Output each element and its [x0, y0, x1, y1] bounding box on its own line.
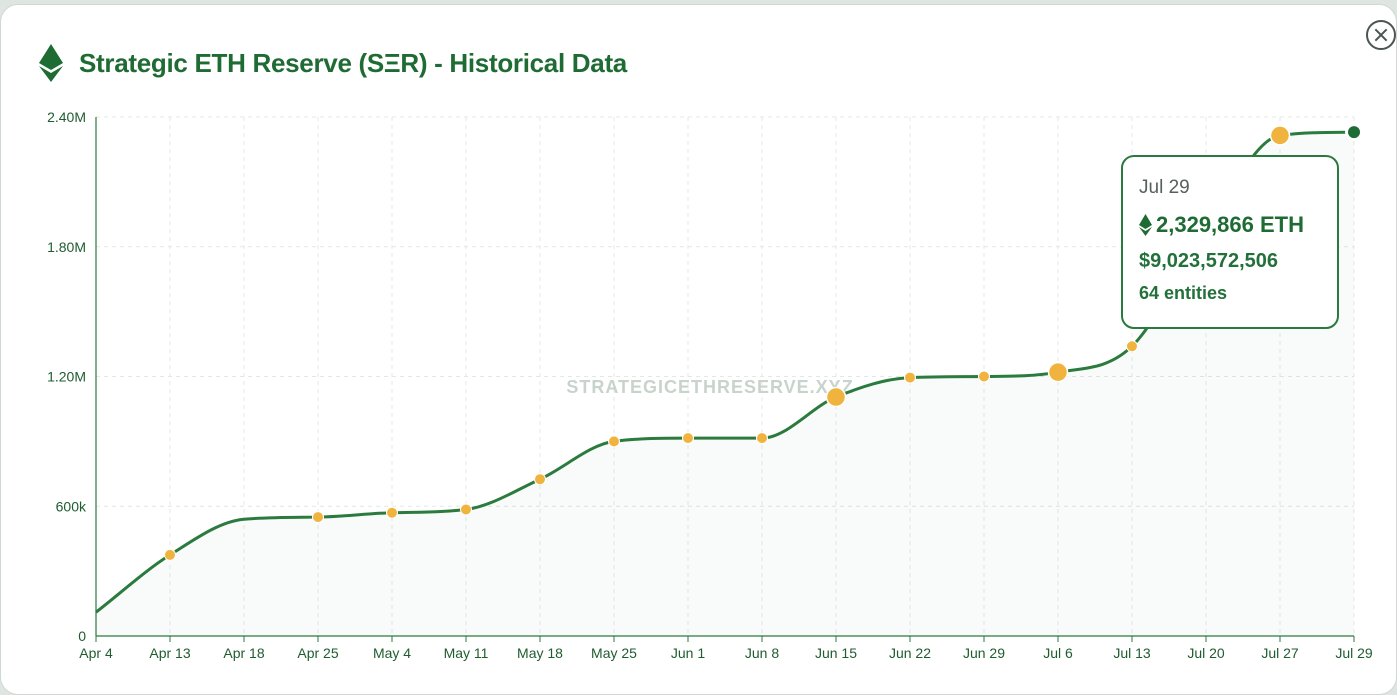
- y-tick-label: 1.20M: [47, 369, 86, 385]
- x-tick-label: Jul 20: [1187, 645, 1225, 661]
- x-tick-label: Jul 29: [1335, 645, 1373, 661]
- chart-watermark: STRATEGICETHRESERVE.XYZ: [566, 377, 853, 397]
- x-tick-label: Jun 15: [815, 645, 857, 661]
- ethereum-icon: [1139, 214, 1152, 236]
- active-data-point: [1345, 123, 1363, 142]
- x-tick-label: Jun 22: [889, 645, 931, 661]
- y-tick-label: 0: [78, 628, 86, 644]
- data-point: [1126, 340, 1138, 353]
- x-tick-label: Jun 8: [745, 645, 779, 661]
- chart-title: Strategic ETH Reserve (SΞR) - Historical…: [79, 47, 627, 78]
- y-tick-label: 1.80M: [47, 239, 86, 255]
- data-point: [978, 370, 990, 383]
- tooltip-eth-amount: 2,329,866 ETH: [1156, 212, 1304, 237]
- tooltip-eth-row: 2,329,866 ETH: [1139, 212, 1321, 238]
- x-tick-label: Jun 1: [671, 645, 705, 661]
- data-point: [1269, 125, 1291, 146]
- tooltip-entity-count: 64 entities: [1139, 283, 1228, 303]
- x-tick-label: May 25: [591, 645, 637, 661]
- data-point: [460, 503, 472, 516]
- tooltip-date: Jul 29: [1139, 177, 1190, 198]
- x-tick-label: Apr 25: [297, 645, 338, 661]
- tooltip-usd-value: $9,023,572,506: [1139, 250, 1279, 272]
- x-tick-label: Apr 13: [149, 645, 190, 661]
- data-point: [682, 432, 694, 445]
- data-point: [608, 435, 620, 448]
- close-icon[interactable]: [1366, 20, 1396, 50]
- y-tick-label: 600k: [56, 498, 87, 514]
- data-point: [825, 386, 847, 408]
- x-tick-label: Jun 29: [963, 645, 1005, 661]
- chart-header: Strategic ETH Reserve (SΞR) - Historical…: [39, 43, 627, 83]
- x-tick-label: May 11: [444, 645, 489, 661]
- x-tick-label: Jul 13: [1113, 645, 1151, 661]
- x-tick-label: Jul 27: [1261, 645, 1299, 661]
- data-point: [164, 548, 176, 561]
- x-tick-label: May 4: [373, 645, 411, 661]
- data-point: [904, 371, 916, 384]
- series-points: [164, 123, 1363, 561]
- chart-axes: 0 600k 1.20M 1.80M 2.40M Apr 4 Apr 13 Apr 18 Apr…: [47, 109, 1373, 661]
- y-tick-label: 2.40M: [47, 109, 86, 125]
- x-tick-label: Apr 18: [223, 645, 264, 661]
- data-point: [534, 473, 546, 486]
- x-tick-label: Jul 6: [1043, 645, 1073, 661]
- data-point: [1047, 361, 1069, 383]
- ethereum-icon: [39, 44, 63, 82]
- chart-tooltip: Jul 29 2,329,866 ETH $9,023,572,506 64 e…: [1121, 155, 1339, 329]
- data-point: [386, 506, 398, 519]
- chart-card: Strategic ETH Reserve (SΞR) - Historical…: [0, 4, 1397, 695]
- data-point: [756, 432, 768, 445]
- x-tick-label: Apr 4: [79, 645, 113, 661]
- data-point: [312, 511, 324, 524]
- x-tick-label: May 18: [517, 645, 563, 661]
